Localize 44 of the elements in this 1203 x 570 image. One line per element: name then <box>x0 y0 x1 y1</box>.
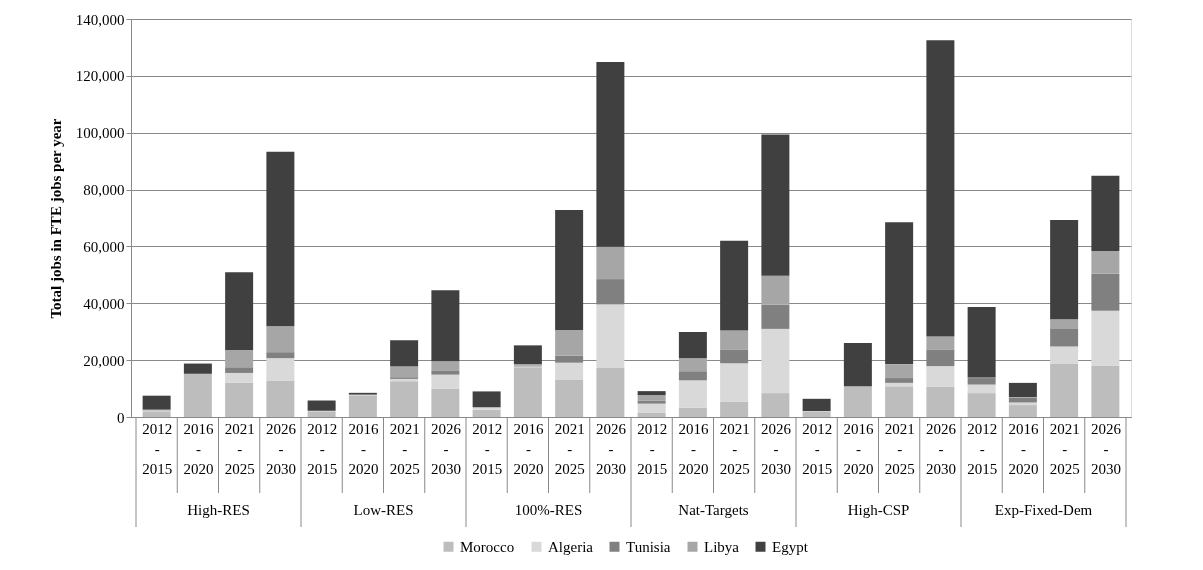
x-tick-label: 2026 - 2030 <box>760 420 792 477</box>
y-tick-label: 100,000 <box>75 125 125 142</box>
y-tick-label: 120,000 <box>75 68 125 85</box>
y-tick-label: 140,000 <box>75 11 125 28</box>
x-tick-label: 2026 - 2030 <box>595 420 627 477</box>
x-tick-label: 2016 - 2020 <box>678 420 709 477</box>
x-tick-label: 2012 - 2015 <box>472 420 503 477</box>
text: High-RES <box>187 502 250 518</box>
x-tick-label: 2016 - 2020 <box>1008 420 1039 477</box>
x-tick-label: 2026 - 2030 <box>265 420 297 477</box>
x-tick-label: 2016 - 2020 <box>348 420 379 477</box>
x-tick-label: 2021 - 2025 <box>224 420 255 477</box>
x-tick-label: 2026 - 2030 <box>925 420 957 477</box>
x-tick-label: 2021 - 2025 <box>1049 420 1080 477</box>
x-tick-label: 2026 - 2030 <box>1090 420 1122 477</box>
x-tick-label: 2026 - 2030 <box>430 420 462 477</box>
x-tick-label: 2021 - 2025 <box>554 420 585 477</box>
legend-label: Morocco <box>460 538 515 555</box>
y-axis-title: Total jobs in FTE jobs per year <box>47 118 64 319</box>
text: 100%-RES <box>514 502 583 518</box>
x-tick-label: 2012 - 2015 <box>637 420 668 477</box>
x-tick-label: 2016 - 2020 <box>843 420 874 477</box>
y-tick-label: 20,000 <box>83 352 125 369</box>
x-tick-label: 2016 - 2020 <box>513 420 544 477</box>
text: Exp-Fixed-Dem <box>994 502 1093 518</box>
x-tick-label: 2012 - 2015 <box>802 420 833 477</box>
x-tick-label: 2016 - 2020 <box>183 420 214 477</box>
x-tick-label: 2021 - 2025 <box>389 420 420 477</box>
x-tick-label: 2012 - 2015 <box>307 420 338 477</box>
x-tick-label: 2012 - 2015 <box>142 420 173 477</box>
y-tick-label: 80,000 <box>83 182 125 199</box>
legend-label: Libya <box>704 538 740 555</box>
text: Nat-Targets <box>678 502 749 518</box>
legend-label: Algeria <box>548 538 594 555</box>
x-tick-label: 2012 - 2015 <box>967 420 998 477</box>
text: High-CSP <box>847 502 910 518</box>
y-tick-label: 0 <box>117 409 125 426</box>
y-tick-label: 40,000 <box>83 295 125 312</box>
text: Low-RES <box>353 502 414 518</box>
y-tick-label: 60,000 <box>83 238 125 255</box>
x-tick-label: 2021 - 2025 <box>884 420 915 477</box>
legend-label: Egypt <box>772 538 809 555</box>
legend-label: Tunisia <box>626 538 671 555</box>
x-tick-label: 2021 - 2025 <box>719 420 750 477</box>
